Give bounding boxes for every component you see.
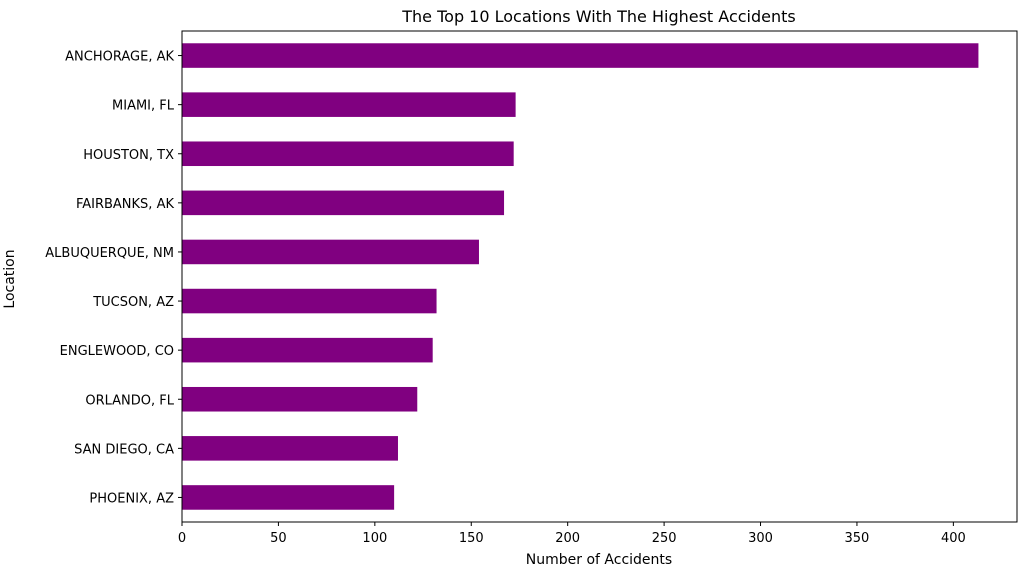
bar bbox=[182, 190, 505, 216]
bar bbox=[182, 239, 479, 265]
x-tick-label: 400 bbox=[941, 531, 966, 546]
bars-group bbox=[182, 43, 979, 510]
y-axis-ticks: ANCHORAGE, AK MIAMI, FL HOUSTON, TX FAIRBAN… bbox=[45, 50, 182, 506]
bar bbox=[182, 43, 979, 68]
x-tick-label: 200 bbox=[555, 531, 580, 546]
chart-title: The Top 10 Locations With The Highest Ac… bbox=[401, 7, 796, 26]
x-tick-label: 350 bbox=[845, 531, 870, 546]
y-axis-label: Location bbox=[2, 249, 18, 308]
x-tick-label: 250 bbox=[652, 531, 677, 546]
x-tick-label: 100 bbox=[362, 531, 387, 546]
y-tick-label: MIAMI, FL bbox=[112, 99, 175, 114]
y-tick-label: HOUSTON, TX bbox=[83, 148, 174, 163]
bar bbox=[182, 92, 516, 117]
y-tick-label: ENGLEWOOD, CO bbox=[60, 344, 174, 359]
plot-frame bbox=[181, 30, 1018, 523]
y-tick-label: TUCSON, AZ bbox=[92, 295, 174, 310]
y-tick-label: ALBUQUERQUE, NM bbox=[45, 246, 174, 261]
bar bbox=[182, 288, 437, 314]
x-tick-label: 300 bbox=[748, 531, 773, 546]
bar bbox=[182, 485, 395, 510]
bar bbox=[182, 337, 433, 363]
bar bbox=[182, 141, 514, 167]
x-tick-label: 50 bbox=[270, 531, 287, 546]
x-tick-label: 150 bbox=[459, 531, 484, 546]
bar bbox=[182, 436, 398, 461]
x-tick-label: 0 bbox=[178, 531, 186, 546]
x-axis-ticks: 0 50 100 150 200 250 300 350 400 bbox=[178, 522, 966, 546]
y-tick-label: FAIRBANKS, AK bbox=[76, 197, 175, 212]
y-tick-label: SAN DIEGO, CA bbox=[74, 442, 174, 457]
y-tick-label: ORLANDO, FL bbox=[85, 393, 174, 408]
y-tick-label: ANCHORAGE, AK bbox=[65, 50, 174, 65]
bar bbox=[182, 386, 418, 412]
y-tick-label: PHOENIX, AZ bbox=[89, 491, 174, 506]
x-axis-label: Number of Accidents bbox=[526, 552, 672, 568]
